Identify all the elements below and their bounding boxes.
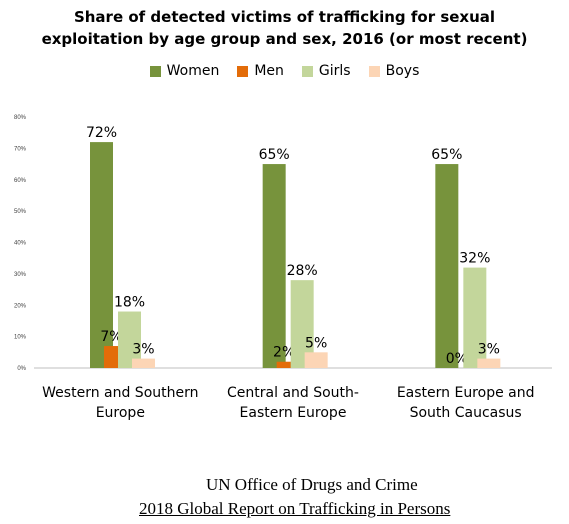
- legend-label-girls: Girls: [318, 63, 351, 79]
- data-label-men: 2%: [273, 345, 295, 361]
- legend-item-girls: Girls: [301, 62, 351, 80]
- data-label-boys: 5%: [305, 335, 327, 351]
- data-label-men: 0%: [446, 351, 468, 367]
- data-label-boys: 3%: [478, 342, 500, 358]
- bar-girls: [290, 280, 314, 368]
- bar-women: [90, 142, 113, 368]
- bar-women: [435, 164, 459, 368]
- data-label-girls: 32%: [459, 251, 490, 267]
- x-category-label: Eastern Europe: [240, 405, 347, 421]
- legend-label-men: Men: [254, 63, 284, 79]
- y-tick-label: 50%: [14, 209, 27, 215]
- data-label-women: 72%: [86, 125, 117, 141]
- data-label-women: 65%: [431, 147, 462, 163]
- chart-title-line-1: Share of detected victims of trafficking…: [73, 8, 496, 26]
- bar-boys: [304, 352, 328, 368]
- y-tick-label: 40%: [14, 241, 27, 247]
- bar-men: [276, 361, 300, 368]
- y-tick-label: 80%: [14, 115, 27, 121]
- data-label-boys: 3%: [132, 342, 154, 358]
- x-category-label: Central and South-: [227, 385, 359, 401]
- bar-boys: [477, 358, 501, 368]
- source-report-link[interactable]: 2018 Global Report on Trafficking in Per…: [139, 499, 451, 518]
- legend-swatch-boys: [368, 65, 380, 77]
- data-label-women: 65%: [259, 147, 290, 163]
- y-tick-label: 10%: [14, 335, 27, 341]
- x-category-label: Western and Southern: [42, 385, 198, 401]
- y-tick-label: 30%: [14, 272, 27, 278]
- legend-label-women: Women: [166, 63, 220, 79]
- data-label-men: 7%: [100, 329, 122, 345]
- legend-item-boys: Boys: [368, 62, 420, 80]
- bar-girls: [118, 311, 141, 368]
- legend-label-boys: Boys: [385, 63, 420, 79]
- chart-title-line-2: exploitation by age group and sex, 2016 …: [41, 30, 528, 48]
- y-tick-label: 70%: [14, 146, 27, 152]
- data-label-girls: 18%: [114, 295, 145, 311]
- chart-legend: Women Men Girls Boys: [0, 62, 569, 80]
- x-category-label: Europe: [96, 405, 145, 421]
- bar-women: [262, 164, 286, 368]
- bar-girls: [463, 267, 487, 368]
- legend-swatch-women: [149, 65, 161, 77]
- bar-boys: [132, 358, 155, 368]
- y-tick-label: 20%: [14, 303, 27, 309]
- source-organization: UN Office of Drugs and Crime: [206, 475, 418, 494]
- legend-item-men: Men: [237, 62, 284, 80]
- y-tick-label: 0%: [17, 366, 26, 372]
- legend-item-women: Women: [149, 62, 220, 80]
- legend-swatch-men: [237, 65, 249, 77]
- y-tick-label: 60%: [14, 178, 27, 184]
- data-label-girls: 28%: [287, 263, 318, 279]
- bar-chart: 0% 10% 20% 30% 40% 50% 60% 70% 80% 72% 7% 18% 3% West…: [14, 115, 552, 421]
- legend-swatch-girls: [301, 65, 313, 77]
- x-category-label: Eastern Europe and: [397, 385, 535, 401]
- chart-title: Share of detected victims of trafficking…: [0, 6, 569, 50]
- x-category-label: South Caucasus: [410, 405, 522, 421]
